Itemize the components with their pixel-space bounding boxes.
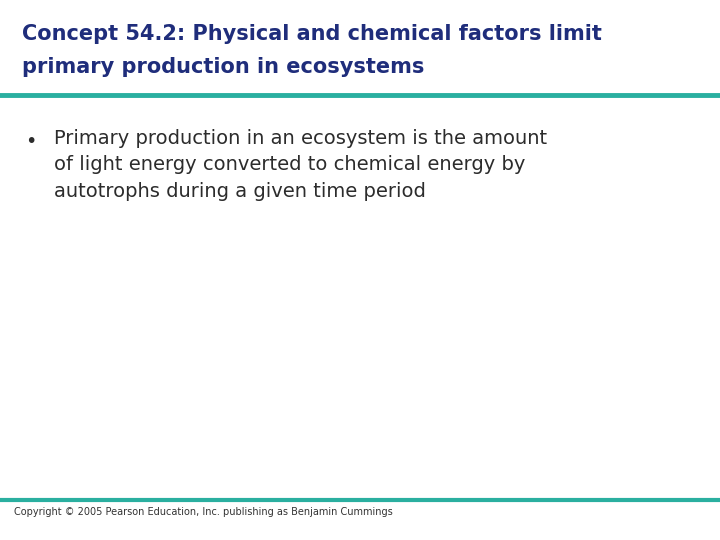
- Text: Copyright © 2005 Pearson Education, Inc. publishing as Benjamin Cummings: Copyright © 2005 Pearson Education, Inc.…: [14, 507, 393, 517]
- Text: •: •: [25, 132, 37, 151]
- Text: primary production in ecosystems: primary production in ecosystems: [22, 57, 424, 77]
- Text: Primary production in an ecosystem is the amount
of light energy converted to ch: Primary production in an ecosystem is th…: [54, 129, 547, 200]
- Text: Concept 54.2: Physical and chemical factors limit: Concept 54.2: Physical and chemical fact…: [22, 24, 601, 44]
